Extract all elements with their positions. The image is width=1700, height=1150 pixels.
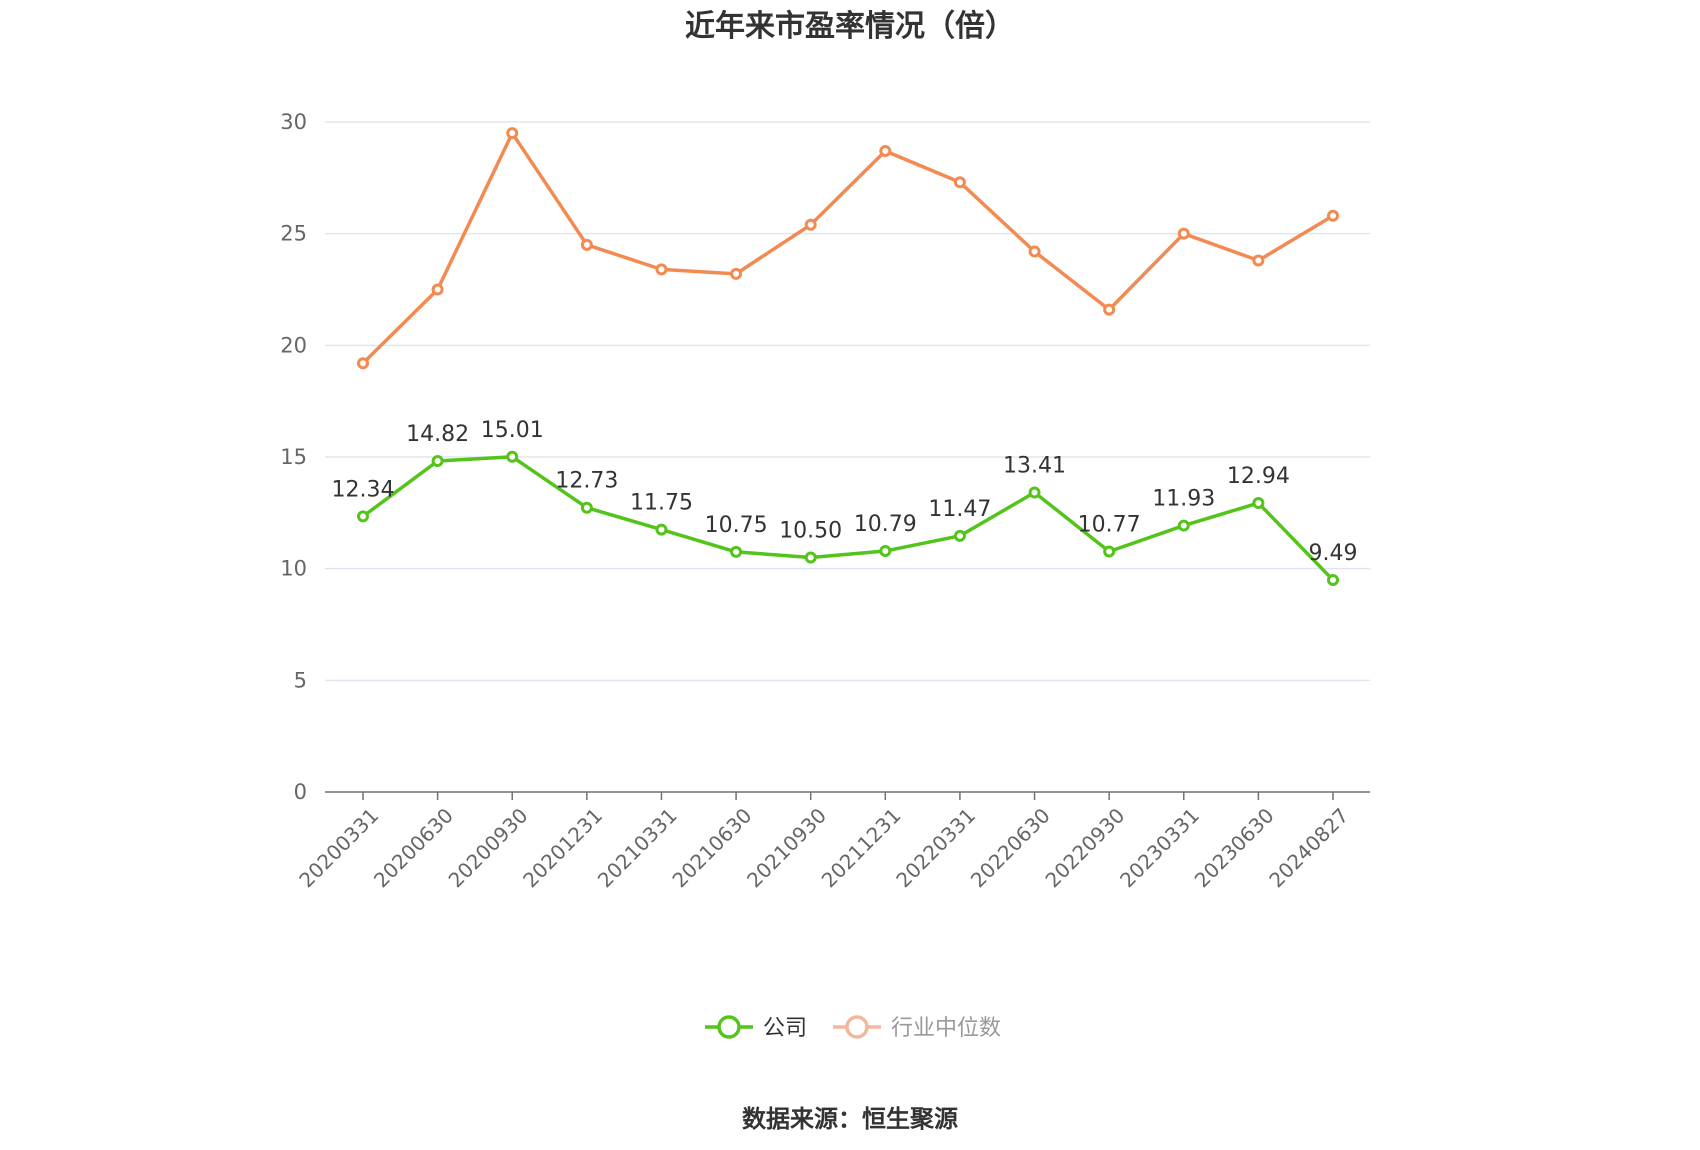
x-tick-label: 20200331 [294, 803, 383, 892]
x-tick-label: 20230331 [1115, 803, 1204, 892]
x-tick-label: 20211231 [817, 803, 906, 892]
series-layer [357, 127, 1339, 587]
data-point-company[interactable] [1028, 486, 1041, 499]
data-label-company: 11.75 [630, 491, 693, 516]
data-point-company[interactable] [655, 523, 668, 536]
data-point-company[interactable] [506, 450, 519, 463]
legend-item-company[interactable]: 公司 [705, 1015, 807, 1041]
x-tick-label: 20210331 [593, 803, 682, 892]
data-label-company: 11.93 [1152, 487, 1215, 512]
y-tick-label: 0 [294, 780, 307, 804]
data-point-industry-median[interactable] [1252, 254, 1265, 267]
x-tick-label: 20201231 [518, 803, 607, 892]
grid-layer [325, 121, 1370, 682]
y-tick-label: 25 [280, 222, 307, 246]
series-line-industry-median [361, 131, 1334, 365]
x-tick-label: 20230630 [1190, 803, 1279, 892]
legend[interactable]: 公司 行业中位数 [705, 1015, 1001, 1041]
y-tick-label: 10 [280, 557, 307, 581]
y-tick-label: 15 [280, 445, 307, 469]
x-tick-label: 20220331 [891, 803, 980, 892]
data-label-company: 15.01 [481, 418, 544, 443]
data-label-company: 12.73 [555, 469, 618, 494]
data-label-company: 13.41 [1003, 454, 1066, 479]
data-point-company[interactable] [1252, 497, 1265, 510]
data-point-industry-median[interactable] [655, 263, 668, 276]
data-label-company: 11.47 [928, 497, 991, 522]
data-point-company[interactable] [1103, 545, 1116, 558]
legend-circle-icon [845, 1015, 869, 1039]
data-point-industry-median[interactable] [1327, 209, 1339, 222]
data-label-company: 9.49 [1309, 541, 1358, 566]
x-tick-label: 20200630 [369, 803, 458, 892]
chart-title: 近年来市盈率情况（倍） [685, 9, 1015, 44]
data-point-industry-median[interactable] [431, 283, 444, 296]
legend-item-industry-median[interactable]: 行业中位数 [833, 1015, 1001, 1041]
x-tick-label: 20240827 [1264, 803, 1353, 892]
data-label-company: 12.94 [1227, 464, 1290, 489]
legend-circle-icon [717, 1015, 741, 1039]
data-label-company: 10.50 [779, 519, 842, 544]
data-point-company[interactable] [357, 510, 369, 523]
y-tick-label: 5 [294, 668, 307, 692]
data-point-industry-median[interactable] [804, 218, 817, 231]
data-point-industry-median[interactable] [1103, 303, 1116, 316]
data-point-industry-median[interactable] [1028, 245, 1041, 258]
legend-label: 公司 [763, 1016, 807, 1041]
data-point-industry-median[interactable] [506, 127, 519, 140]
data-label-layer: 12.34 14.82 15.01 12.73 11.75 10.75 10.50 10.79… [332, 418, 1358, 566]
data-label-company: 12.34 [332, 477, 395, 502]
series-line-company [361, 455, 1335, 582]
legend-label: 行业中位数 [891, 1016, 1001, 1041]
data-point-company[interactable] [580, 501, 593, 514]
x-tick-label: 20210930 [742, 803, 831, 892]
data-point-company[interactable] [1177, 519, 1190, 532]
data-point-industry-median[interactable] [357, 357, 369, 370]
y-tick-label: 30 [280, 110, 307, 134]
data-label-company: 10.75 [705, 513, 768, 538]
data-point-company[interactable] [431, 455, 444, 468]
data-point-industry-median[interactable] [879, 145, 892, 158]
x-tick-label: 20210630 [667, 803, 756, 892]
data-point-industry-median[interactable] [953, 176, 966, 189]
x-tick-label: 20220630 [966, 803, 1055, 892]
data-label-company: 14.82 [406, 422, 469, 447]
data-source: 数据来源：恒生聚源 [742, 1105, 958, 1133]
y-tick-label: 20 [280, 333, 307, 357]
data-point-company[interactable] [730, 545, 743, 558]
data-point-company[interactable] [804, 551, 817, 564]
data-point-company[interactable] [1327, 574, 1339, 587]
data-point-company[interactable] [953, 529, 966, 542]
x-tick-label: 20220930 [1040, 803, 1129, 892]
data-point-industry-median[interactable] [730, 267, 743, 280]
data-point-company[interactable] [879, 545, 892, 558]
data-label-company: 10.79 [854, 512, 917, 537]
data-point-industry-median[interactable] [580, 238, 593, 251]
data-label-company: 10.77 [1078, 512, 1141, 537]
x-tick-label: 20200930 [444, 803, 533, 892]
data-point-industry-median[interactable] [1177, 227, 1190, 240]
